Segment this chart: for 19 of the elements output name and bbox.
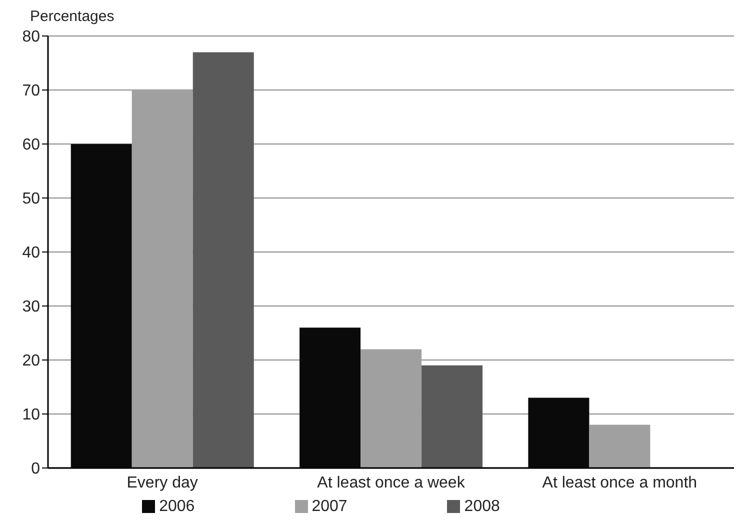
- legend-label: 2008: [464, 498, 500, 515]
- y-tick-label: 40: [22, 244, 40, 262]
- y-tick-label: 50: [22, 190, 40, 208]
- y-axis-title: Percentages: [30, 8, 114, 25]
- y-tick-label: 10: [22, 406, 40, 424]
- y-tick-label: 80: [22, 28, 40, 46]
- legend-label: 2006: [159, 498, 195, 515]
- bar: [589, 424, 650, 468]
- y-tick-label: 20: [22, 352, 40, 370]
- legend-label: 2007: [312, 498, 348, 515]
- y-tick-label: 30: [22, 298, 40, 316]
- bar: [422, 365, 483, 468]
- y-tick-label: 0: [31, 460, 40, 478]
- y-tick-label: 70: [22, 82, 40, 100]
- x-tick-label: At least once a month: [542, 474, 698, 492]
- x-tick-label: Every day: [126, 474, 198, 492]
- x-tick-label: At least once a week: [317, 474, 466, 492]
- bar: [192, 52, 254, 468]
- y-tick-label: 60: [22, 136, 40, 154]
